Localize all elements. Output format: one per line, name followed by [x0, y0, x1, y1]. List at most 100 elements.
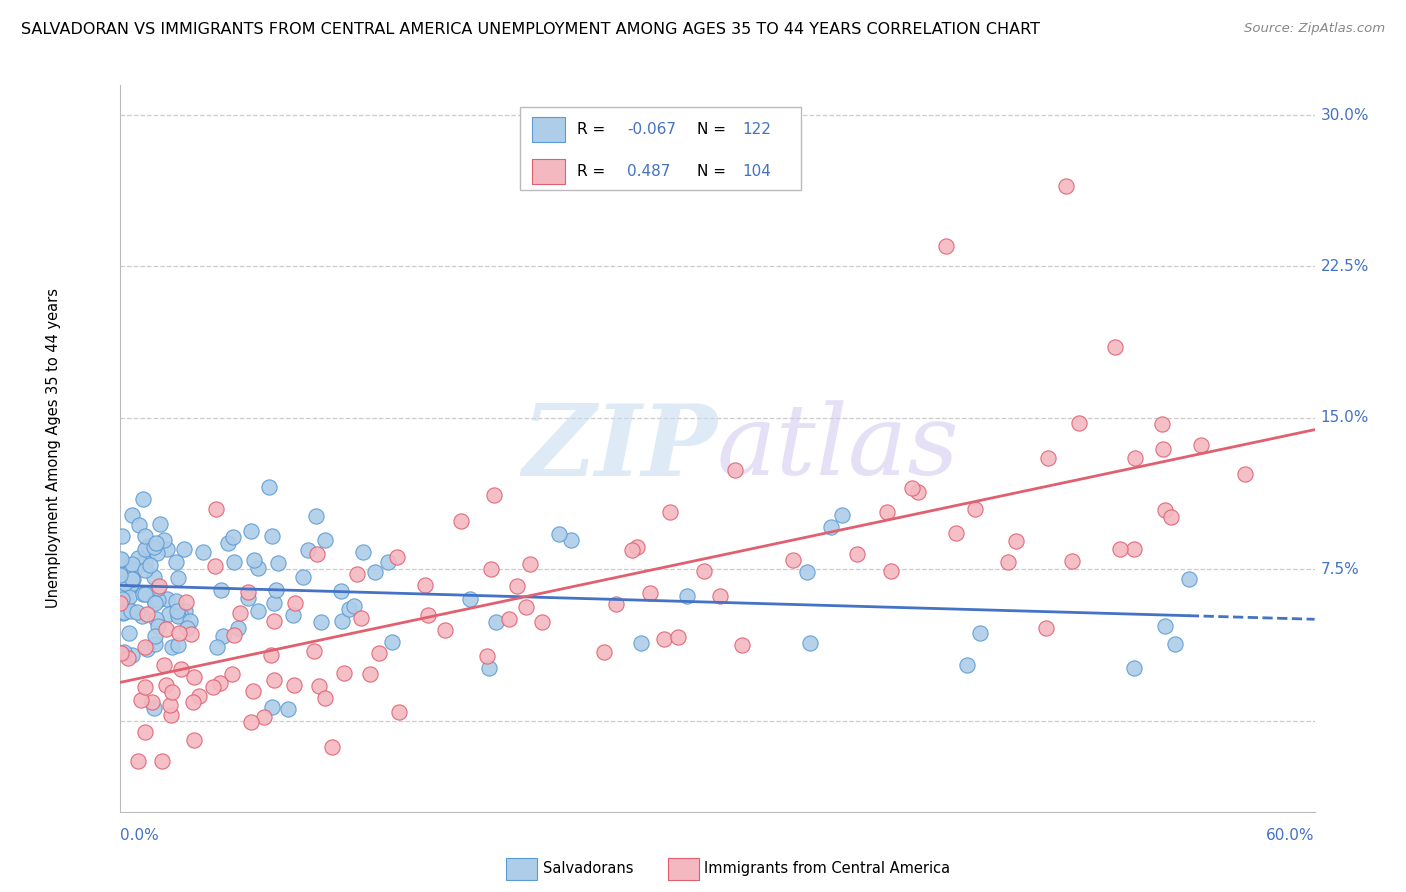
Point: [205, 502, 228, 516]
Point: [183, 670, 205, 684]
Point: [304, 644, 326, 658]
Text: 60.0%: 60.0%: [1267, 828, 1315, 843]
Point: [997, 556, 1019, 570]
Point: [160, 685, 183, 699]
Point: [283, 608, 305, 623]
Point: [134, 563, 156, 577]
Point: [112, 644, 135, 658]
Point: [179, 614, 201, 628]
Text: 30.0%: 30.0%: [1320, 108, 1369, 122]
Point: [367, 646, 389, 660]
Point: [1062, 554, 1084, 568]
Point: [901, 481, 924, 495]
Point: [136, 539, 159, 553]
Point: [131, 558, 153, 572]
Point: [121, 572, 143, 586]
Point: [146, 546, 169, 560]
Point: [1152, 442, 1174, 456]
Point: [321, 739, 343, 754]
Point: [330, 614, 353, 628]
Point: [117, 650, 139, 665]
Point: [170, 662, 193, 676]
Point: [1178, 572, 1201, 586]
Point: [676, 590, 699, 604]
Point: [121, 508, 143, 522]
Point: [1123, 542, 1146, 557]
Text: N =: N =: [697, 164, 725, 179]
Point: [1122, 661, 1144, 675]
Text: Unemployment Among Ages 35 to 44 years: Unemployment Among Ages 35 to 44 years: [46, 288, 62, 608]
Point: [907, 484, 929, 499]
Point: [146, 618, 169, 632]
Point: [150, 754, 173, 768]
Point: [450, 514, 472, 528]
Point: [262, 529, 284, 543]
FancyBboxPatch shape: [531, 118, 565, 143]
Point: [142, 540, 165, 554]
Point: [127, 551, 149, 566]
Point: [155, 678, 177, 692]
Point: [134, 640, 156, 654]
Point: [388, 705, 411, 719]
Text: SALVADORAN VS IMMIGRANTS FROM CENTRAL AMERICA UNEMPLOYMENT AMONG AGES 35 TO 44 Y: SALVADORAN VS IMMIGRANTS FROM CENTRAL AM…: [21, 22, 1040, 37]
Point: [253, 710, 276, 724]
Point: [1153, 502, 1175, 516]
Point: [173, 541, 195, 556]
Point: [692, 564, 714, 578]
Point: [143, 629, 166, 643]
Point: [1154, 618, 1177, 632]
Point: [1125, 451, 1147, 466]
Point: [142, 700, 165, 714]
Point: [260, 648, 283, 662]
Point: [799, 636, 821, 650]
Point: [482, 488, 505, 502]
Text: N =: N =: [697, 122, 725, 137]
Point: [309, 615, 332, 629]
Text: 104: 104: [742, 164, 770, 179]
Point: [174, 604, 197, 618]
Point: [174, 595, 197, 609]
Point: [110, 553, 132, 567]
Point: [136, 607, 159, 621]
Point: [263, 673, 285, 687]
Point: [381, 634, 404, 648]
Point: [139, 558, 162, 572]
Text: -0.067: -0.067: [627, 122, 676, 137]
Point: [277, 702, 299, 716]
Point: [201, 680, 224, 694]
Point: [136, 641, 159, 656]
Point: [159, 698, 181, 712]
Point: [204, 559, 226, 574]
Point: [346, 566, 368, 581]
Point: [167, 626, 190, 640]
Point: [352, 545, 374, 559]
Point: [143, 637, 166, 651]
Point: [337, 602, 360, 616]
Point: [1004, 534, 1026, 549]
Point: [148, 593, 170, 607]
Point: [731, 639, 754, 653]
Point: [222, 628, 245, 642]
Point: [283, 678, 305, 692]
Point: [208, 676, 231, 690]
Point: [121, 557, 143, 571]
Point: [796, 566, 818, 580]
Point: [413, 578, 436, 592]
Point: [134, 681, 156, 695]
Point: [377, 555, 399, 569]
Point: [1035, 621, 1057, 635]
Point: [157, 607, 180, 621]
Point: [246, 604, 269, 618]
Point: [626, 541, 648, 555]
Point: [498, 612, 520, 626]
Point: [433, 624, 456, 638]
Text: R =: R =: [578, 164, 606, 179]
Point: [666, 630, 689, 644]
Point: [205, 640, 228, 655]
Point: [188, 690, 211, 704]
Point: [1054, 178, 1077, 193]
Point: [1104, 340, 1126, 354]
Point: [1108, 541, 1130, 556]
Point: [458, 591, 481, 606]
Point: [1069, 416, 1091, 430]
